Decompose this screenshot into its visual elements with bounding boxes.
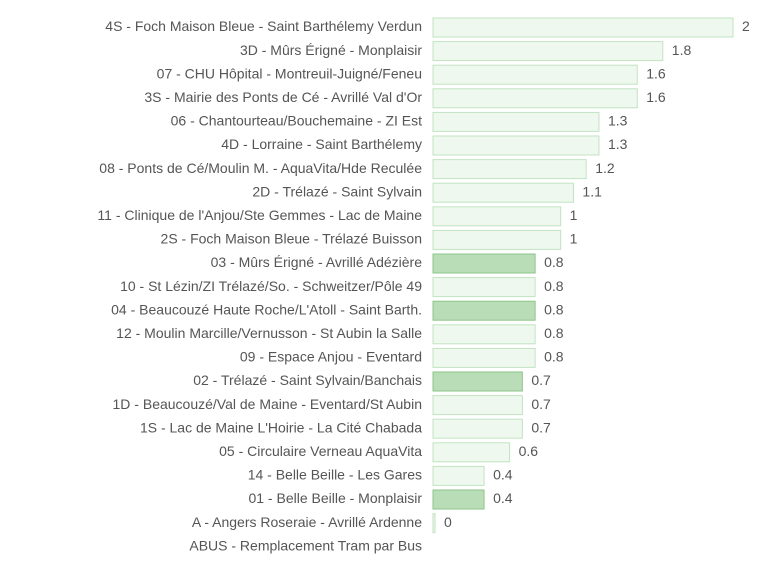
category-label-4d-lorraine-saint-barthelemy: 4D - Lorraine - Saint Barthélemy: [221, 136, 422, 152]
category-label-07-chu-hopital-montreuil-juigne-feneu: 07 - CHU Hôpital - Montreuil-Juigné/Fene…: [157, 65, 422, 81]
bar-2d-trelaze-saint-sylvain[interactable]: [432, 182, 574, 203]
category-label-3s-mairie-des-ponts-de-ce-avrille-val-d-or: 3S - Mairie des Ponts de Cé - Avrillé Va…: [144, 89, 422, 105]
value-label-09-espace-anjou-eventard: 0.8: [544, 349, 564, 365]
category-label-1d-beaucouze-val-de-maine-eventard-st-aubin: 1D - Beaucouzé/Val de Maine - Eventard/S…: [113, 396, 422, 412]
category-label-08-ponts-de-ce-moulin-m-aquavita-hde-reculee: 08 - Ponts de Cé/Moulin M. - AquaVita/Hd…: [99, 160, 422, 176]
value-label-a-angers-roseraie-avrille-ardenne: 0: [444, 514, 452, 530]
bar-07-chu-hopital-montreuil-juigne-feneu[interactable]: [432, 64, 638, 85]
bar-04-beaucouze-haute-roche-l-atoll-saint-barth[interactable]: [432, 300, 536, 321]
value-label-07-chu-hopital-montreuil-juigne-feneu: 1.6: [646, 65, 666, 81]
category-label-abus-remplacement-tram-par-bus: ABUS - Remplacement Tram par Bus: [189, 537, 422, 553]
bar-01-belle-beille-monplaisir[interactable]: [432, 489, 485, 510]
bar-10-st-lezin-zi-trelaze-so-schweitzer-pole-49[interactable]: [432, 277, 536, 298]
value-label-01-belle-beille-monplaisir: 0.4: [493, 490, 513, 506]
value-label-2d-trelaze-saint-sylvain: 1.1: [582, 183, 602, 199]
category-label-14-belle-beille-les-gares: 14 - Belle Beille - Les Gares: [248, 467, 422, 483]
bar-3d-murs-erigne-monplaisir[interactable]: [432, 41, 664, 62]
bar-05-circulaire-verneau-aquavita[interactable]: [432, 442, 511, 463]
category-label-04-beaucouze-haute-roche-l-atoll-saint-barth: 04 - Beaucouzé Haute Roche/L'Atoll - Sai…: [111, 301, 422, 317]
category-label-2s-foch-maison-bleue-trelaze-buisson: 2S - Foch Maison Bleue - Trélazé Buisson: [161, 231, 422, 247]
bar-4d-lorraine-saint-barthelemy[interactable]: [432, 135, 600, 156]
bar-12-moulin-marcille-vernusson-st-aubin-la-salle[interactable]: [432, 324, 536, 345]
category-label-06-chantourteau-bouchemaine-zi-est: 06 - Chantourteau/Bouchemaine - ZI Est: [171, 113, 422, 129]
value-label-10-st-lezin-zi-trelaze-so-schweitzer-pole-49: 0.8: [544, 278, 564, 294]
category-label-01-belle-beille-monplaisir: 01 - Belle Beille - Monplaisir: [248, 490, 422, 506]
value-label-05-circulaire-verneau-aquavita: 0.6: [519, 443, 539, 459]
bar-02-trelaze-saint-sylvain-banchais[interactable]: [432, 371, 523, 392]
bar-11-clinique-de-l-anjou-ste-gemmes-lac-de-maine[interactable]: [432, 206, 562, 227]
bar-3s-mairie-des-ponts-de-ce-avrille-val-d-or[interactable]: [432, 88, 638, 109]
bar-2s-foch-maison-bleue-trelaze-buisson[interactable]: [432, 229, 562, 250]
bar-14-belle-beille-les-gares[interactable]: [432, 465, 485, 486]
bar-03-murs-erigne-avrille-adeziere[interactable]: [432, 253, 536, 274]
value-label-1d-beaucouze-val-de-maine-eventard-st-aubin: 0.7: [531, 396, 551, 412]
category-label-10-st-lezin-zi-trelaze-so-schweitzer-pole-49: 10 - St Lézin/ZI Trélazé/So. - Schweitze…: [120, 278, 422, 294]
value-label-08-ponts-de-ce-moulin-m-aquavita-hde-reculee: 1.2: [595, 160, 615, 176]
category-label-02-trelaze-saint-sylvain-banchais: 02 - Trélazé - Saint Sylvain/Banchais: [193, 372, 422, 388]
value-label-03-murs-erigne-avrille-adeziere: 0.8: [544, 254, 564, 270]
category-label-05-circulaire-verneau-aquavita: 05 - Circulaire Verneau AquaVita: [219, 443, 422, 459]
bar-09-espace-anjou-eventard[interactable]: [432, 347, 536, 368]
value-label-06-chantourteau-bouchemaine-zi-est: 1.3: [608, 113, 628, 129]
value-label-3s-mairie-des-ponts-de-ce-avrille-val-d-or: 1.6: [646, 89, 666, 105]
bar-08-ponts-de-ce-moulin-m-aquavita-hde-reculee[interactable]: [432, 159, 587, 180]
value-label-11-clinique-de-l-anjou-ste-gemmes-lac-de-maine: 1: [570, 207, 578, 223]
value-label-02-trelaze-saint-sylvain-banchais: 0.7: [531, 372, 551, 388]
value-label-4s-foch-maison-bleue-saint-barthelemy-verdun: 2: [742, 18, 750, 34]
bar-4s-foch-maison-bleue-saint-barthelemy-verdun[interactable]: [432, 17, 734, 38]
category-label-3d-murs-erigne-monplaisir: 3D - Mûrs Érigné - Monplaisir: [240, 42, 422, 58]
value-label-04-beaucouze-haute-roche-l-atoll-saint-barth: 0.8: [544, 301, 564, 317]
value-label-12-moulin-marcille-vernusson-st-aubin-la-salle: 0.8: [544, 325, 564, 341]
value-label-2s-foch-maison-bleue-trelaze-buisson: 1: [570, 231, 578, 247]
category-label-12-moulin-marcille-vernusson-st-aubin-la-salle: 12 - Moulin Marcille/Vernusson - St Aubi…: [116, 325, 422, 341]
category-label-4s-foch-maison-bleue-saint-barthelemy-verdun: 4S - Foch Maison Bleue - Saint Barthélem…: [105, 18, 422, 34]
category-label-11-clinique-de-l-anjou-ste-gemmes-lac-de-maine: 11 - Clinique de l'Anjou/Ste Gemmes - La…: [97, 207, 422, 223]
bar-06-chantourteau-bouchemaine-zi-est[interactable]: [432, 111, 600, 132]
category-label-a-angers-roseraie-avrille-ardenne: A - Angers Roseraie - Avrillé Ardenne: [192, 514, 422, 530]
value-label-3d-murs-erigne-monplaisir: 1.8: [672, 42, 692, 58]
category-label-2d-trelaze-saint-sylvain: 2D - Trélazé - Saint Sylvain: [252, 183, 422, 199]
bar-a-angers-roseraie-avrille-ardenne[interactable]: [432, 513, 436, 534]
value-label-4d-lorraine-saint-barthelemy: 1.3: [608, 136, 628, 152]
bar-1d-beaucouze-val-de-maine-eventard-st-aubin[interactable]: [432, 395, 523, 416]
bar-1s-lac-de-maine-l-hoirie-la-cite-chabada[interactable]: [432, 418, 523, 439]
category-label-03-murs-erigne-avrille-adeziere: 03 - Mûrs Érigné - Avrillé Adézière: [211, 254, 423, 270]
value-label-14-belle-beille-les-gares: 0.4: [493, 467, 513, 483]
category-label-09-espace-anjou-eventard: 09 - Espace Anjou - Eventard: [240, 349, 422, 365]
value-label-1s-lac-de-maine-l-hoirie-la-cite-chabada: 0.7: [531, 419, 551, 435]
category-label-1s-lac-de-maine-l-hoirie-la-cite-chabada: 1S - Lac de Maine L'Hoirie - La Cité Cha…: [140, 419, 422, 435]
